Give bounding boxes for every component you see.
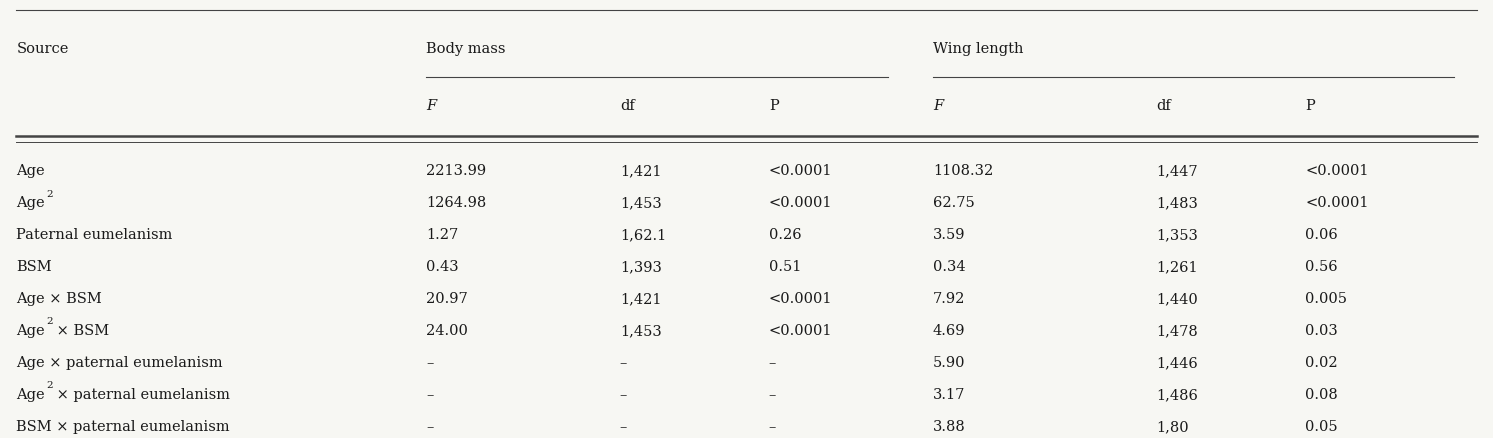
Text: 1,453: 1,453 bbox=[620, 323, 661, 337]
Text: 1,440: 1,440 bbox=[1156, 291, 1197, 305]
Text: Wing length: Wing length bbox=[933, 42, 1023, 56]
Text: 0.51: 0.51 bbox=[769, 260, 802, 273]
Text: Age: Age bbox=[16, 387, 45, 401]
Text: 0.02: 0.02 bbox=[1305, 355, 1338, 369]
Text: df: df bbox=[620, 99, 635, 113]
Text: –: – bbox=[620, 419, 627, 433]
Text: 1,353: 1,353 bbox=[1156, 228, 1199, 242]
Text: Age: Age bbox=[16, 196, 45, 210]
Text: Age: Age bbox=[16, 323, 45, 337]
Text: 0.34: 0.34 bbox=[933, 260, 966, 273]
Text: 1.27: 1.27 bbox=[426, 228, 458, 242]
Text: 1,421: 1,421 bbox=[620, 291, 661, 305]
Text: –: – bbox=[769, 387, 776, 401]
Text: 1,453: 1,453 bbox=[620, 196, 661, 210]
Text: 0.05: 0.05 bbox=[1305, 419, 1338, 433]
Text: 2: 2 bbox=[46, 381, 54, 389]
Text: –: – bbox=[426, 355, 433, 369]
Text: 2: 2 bbox=[46, 189, 54, 198]
Text: Source: Source bbox=[16, 42, 69, 56]
Text: <0.0001: <0.0001 bbox=[1305, 164, 1369, 178]
Text: <0.0001: <0.0001 bbox=[769, 164, 833, 178]
Text: P: P bbox=[1305, 99, 1315, 113]
Text: 1,446: 1,446 bbox=[1156, 355, 1197, 369]
Text: –: – bbox=[620, 355, 627, 369]
Text: 1,447: 1,447 bbox=[1156, 164, 1197, 178]
Text: 0.06: 0.06 bbox=[1305, 228, 1338, 242]
Text: 7.92: 7.92 bbox=[933, 291, 964, 305]
Text: 3.59: 3.59 bbox=[933, 228, 966, 242]
Text: 2: 2 bbox=[46, 317, 54, 326]
Text: –: – bbox=[426, 387, 433, 401]
Text: 1,486: 1,486 bbox=[1156, 387, 1199, 401]
Text: 24.00: 24.00 bbox=[426, 323, 467, 337]
Text: 1,478: 1,478 bbox=[1156, 323, 1197, 337]
Text: Age: Age bbox=[16, 164, 45, 178]
Text: <0.0001: <0.0001 bbox=[769, 323, 833, 337]
Text: 1,421: 1,421 bbox=[620, 164, 661, 178]
Text: <0.0001: <0.0001 bbox=[769, 291, 833, 305]
Text: 1264.98: 1264.98 bbox=[426, 196, 487, 210]
Text: 0.005: 0.005 bbox=[1305, 291, 1347, 305]
Text: 0.08: 0.08 bbox=[1305, 387, 1338, 401]
Text: Age × BSM: Age × BSM bbox=[16, 291, 102, 305]
Text: BSM × paternal eumelanism: BSM × paternal eumelanism bbox=[16, 419, 230, 433]
Text: 5.90: 5.90 bbox=[933, 355, 966, 369]
Text: 0.56: 0.56 bbox=[1305, 260, 1338, 273]
Text: 1,483: 1,483 bbox=[1156, 196, 1199, 210]
Text: × BSM: × BSM bbox=[52, 323, 109, 337]
Text: 0.26: 0.26 bbox=[769, 228, 802, 242]
Text: 1,393: 1,393 bbox=[620, 260, 661, 273]
Text: 2213.99: 2213.99 bbox=[426, 164, 487, 178]
Text: P: P bbox=[769, 99, 779, 113]
Text: Age × paternal eumelanism: Age × paternal eumelanism bbox=[16, 355, 222, 369]
Text: –: – bbox=[769, 355, 776, 369]
Text: –: – bbox=[620, 387, 627, 401]
Text: 1,80: 1,80 bbox=[1156, 419, 1188, 433]
Text: 4.69: 4.69 bbox=[933, 323, 966, 337]
Text: –: – bbox=[426, 419, 433, 433]
Text: 62.75: 62.75 bbox=[933, 196, 975, 210]
Text: 3.17: 3.17 bbox=[933, 387, 964, 401]
Text: F: F bbox=[426, 99, 436, 113]
Text: Paternal eumelanism: Paternal eumelanism bbox=[16, 228, 173, 242]
Text: 1,62.1: 1,62.1 bbox=[620, 228, 666, 242]
Text: Body mass: Body mass bbox=[426, 42, 506, 56]
Text: 0.03: 0.03 bbox=[1305, 323, 1338, 337]
Text: 0.43: 0.43 bbox=[426, 260, 458, 273]
Text: <0.0001: <0.0001 bbox=[769, 196, 833, 210]
Text: BSM: BSM bbox=[16, 260, 52, 273]
Text: 20.97: 20.97 bbox=[426, 291, 467, 305]
Text: F: F bbox=[933, 99, 944, 113]
Text: × paternal eumelanism: × paternal eumelanism bbox=[52, 387, 230, 401]
Text: –: – bbox=[769, 419, 776, 433]
Text: <0.0001: <0.0001 bbox=[1305, 196, 1369, 210]
Text: df: df bbox=[1156, 99, 1171, 113]
Text: 1108.32: 1108.32 bbox=[933, 164, 993, 178]
Text: 1,261: 1,261 bbox=[1156, 260, 1197, 273]
Text: 3.88: 3.88 bbox=[933, 419, 966, 433]
